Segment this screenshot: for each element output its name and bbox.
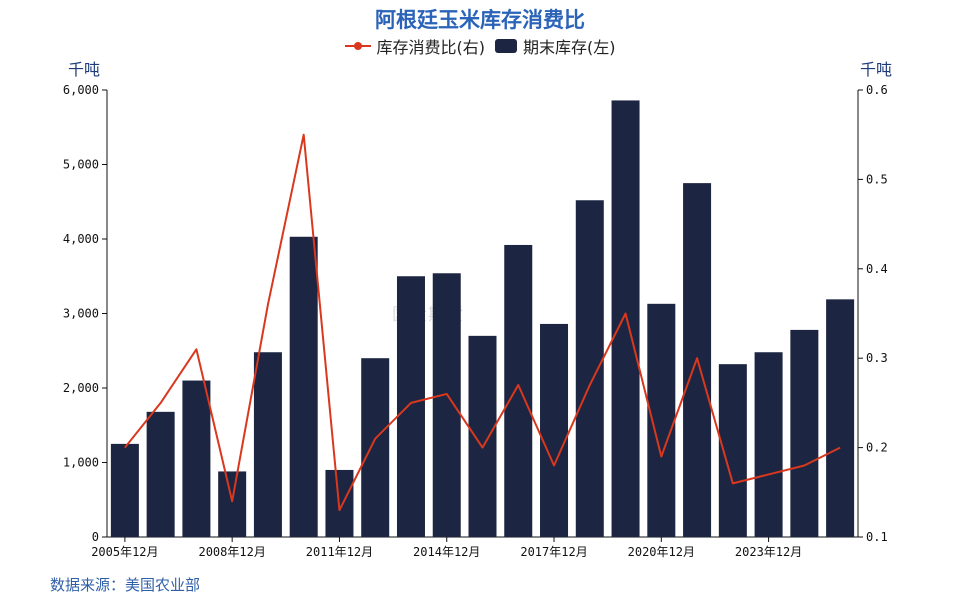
right-axis-tick-label: 0.2 <box>866 441 888 455</box>
x-axis-tick-label: 2011年12月 <box>306 545 373 559</box>
legend-label-stock: 期末库存(左) <box>523 38 616 57</box>
x-axis-tick-label: 2020年12月 <box>628 545 695 559</box>
legend-bar-swatch-icon <box>495 39 517 53</box>
bar-stock <box>432 273 461 537</box>
bar-stock <box>110 443 139 537</box>
right-axis-tick-label: 0.4 <box>866 262 888 276</box>
legend-item-stock[interactable]: 期末库存(左) <box>495 34 616 58</box>
bar-stock <box>289 236 318 537</box>
right-axis-tick-label: 0.5 <box>866 172 888 186</box>
bar-stock <box>468 335 497 537</box>
right-axis-unit: 千吨 <box>860 60 893 79</box>
x-axis-tick-label: 2005年12月 <box>91 545 158 559</box>
legend-line-marker-icon <box>344 42 371 50</box>
x-axis-tick-label: 2008年12月 <box>198 545 265 559</box>
right-axis-tick-label: 0.1 <box>866 530 888 544</box>
bar-stock <box>790 329 819 537</box>
legend-label-ratio: 库存消费比(右) <box>376 38 486 57</box>
left-axis-tick-label: 6,000 <box>63 83 99 97</box>
legend: 库存消费比(右) 期末库存(左) <box>0 34 960 58</box>
left-axis-tick-label: 4,000 <box>63 232 99 246</box>
x-axis-tick-label: 2014年12月 <box>413 545 480 559</box>
left-axis-tick-label: 2,000 <box>63 381 99 395</box>
left-axis-tick-label: 0 <box>92 530 99 544</box>
bar-stock <box>575 200 604 537</box>
bar-stock <box>218 471 247 537</box>
bar-stock <box>611 100 640 538</box>
x-axis-tick-label: 2023年12月 <box>735 545 802 559</box>
legend-item-ratio[interactable]: 库存消费比(右) <box>344 34 486 58</box>
chart-title: 阿根廷玉米库存消费比 <box>375 8 585 32</box>
bar-stock <box>396 276 425 537</box>
right-axis-tick-label: 0.6 <box>866 83 888 97</box>
bar-stock <box>146 411 175 537</box>
right-axis-tick-label: 0.3 <box>866 351 888 365</box>
data-source: 数据来源：美国农业部 <box>50 576 201 594</box>
left-axis-tick-label: 5,000 <box>63 158 99 172</box>
bar-stock <box>540 323 569 537</box>
left-axis-tick-label: 3,000 <box>63 307 99 321</box>
bar-stock <box>826 299 855 537</box>
left-axis-tick-label: 1,000 <box>63 456 99 470</box>
x-axis-tick-label: 2017年12月 <box>520 545 587 559</box>
bar-stock <box>182 380 211 537</box>
left-axis-unit: 千吨 <box>68 60 101 79</box>
bar-stock <box>253 352 282 537</box>
bar-stock <box>754 352 783 537</box>
bar-stock <box>361 358 390 537</box>
bar-stock <box>504 244 533 537</box>
